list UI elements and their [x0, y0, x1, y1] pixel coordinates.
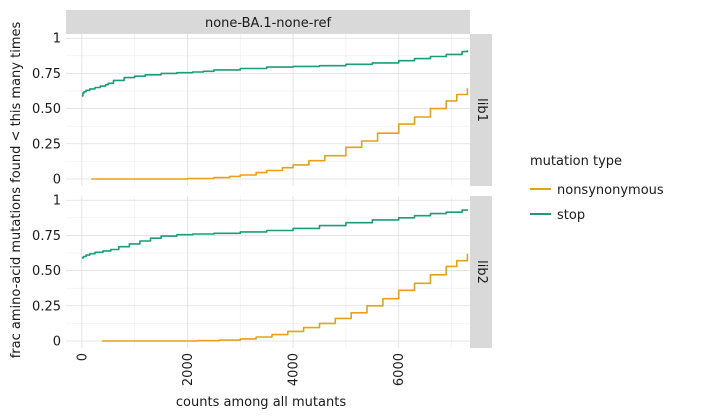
row-strip-lib2-label: lib2: [474, 260, 489, 284]
y-tick-labels: 0 0.25 0.50 0.75 1 0 0.25 0.50 0.75 1: [32, 32, 61, 350]
series-line-stop-lib2: [81, 209, 469, 259]
legend-title: mutation type: [530, 154, 622, 169]
y-tick-label: 1: [53, 194, 61, 209]
y-tick-label: 0.75: [32, 67, 61, 82]
panel-lib2-background: [66, 196, 470, 348]
series-line-stop-lib1: [81, 50, 469, 97]
x-tick-label: 4000: [287, 353, 302, 386]
y-tick-label: 0.75: [32, 229, 61, 244]
y-tick-label: 0: [53, 334, 61, 349]
x-tick-label: 2000: [181, 353, 196, 386]
y-axis-title: frac amino-acid mutations found < this m…: [9, 22, 24, 359]
row-strip-lib1-label: lib1: [474, 98, 489, 122]
x-axis-title: counts among all mutants: [176, 395, 346, 410]
series-line-nonsynonymous-lib2: [101, 253, 469, 342]
y-tick-label: 0.25: [32, 299, 61, 314]
y-tick-label: 0: [53, 172, 61, 187]
x-tick-label: 6000: [392, 353, 407, 386]
legend: mutation type nonsynonymous stop: [530, 154, 664, 223]
legend-label-stop: stop: [557, 208, 585, 223]
panel-lib1-background: [66, 34, 470, 186]
y-tick-label: 0.25: [32, 137, 61, 152]
y-tick-label: 0.50: [32, 264, 61, 279]
column-strip-label: none-BA.1-none-ref: [205, 16, 332, 31]
column-strip-background: [66, 10, 470, 34]
row-strip-lib1-background: [470, 34, 492, 186]
series-line-nonsynonymous-lib1: [91, 88, 469, 180]
series-layer: [81, 50, 469, 342]
legend-label-nonsynonymous: nonsynonymous: [557, 183, 664, 198]
y-tick-label: 0.50: [32, 102, 61, 117]
y-tick-label: 1: [53, 32, 61, 47]
x-tick-labels: 0 2000 4000 6000: [75, 353, 407, 386]
row-strip-lib2-background: [470, 196, 492, 348]
x-tick-label: 0: [75, 353, 90, 361]
